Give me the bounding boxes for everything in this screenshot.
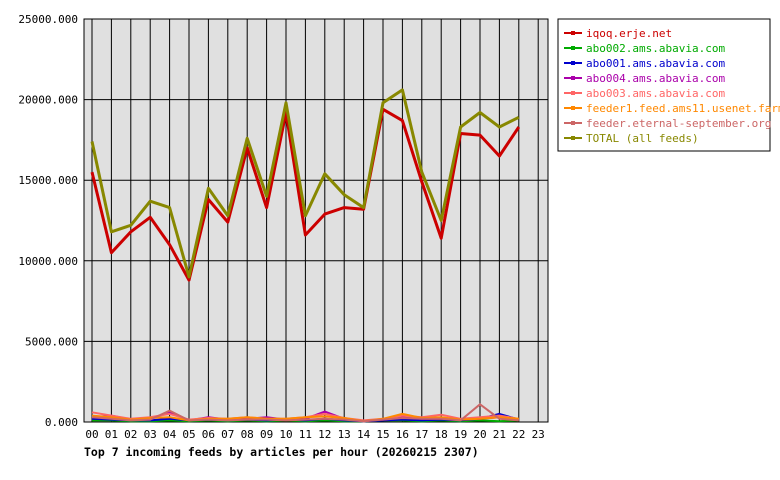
x-tick-label: 14 <box>357 428 371 441</box>
y-tick-label: 10000.000 <box>18 255 78 268</box>
legend-marker <box>571 61 575 65</box>
x-tick-label: 20 <box>473 428 486 441</box>
x-tick-label: 07 <box>221 428 234 441</box>
x-tick-label: 23 <box>532 428 545 441</box>
x-tick-label: 13 <box>338 428 351 441</box>
legend-label: abo004.ams.abavia.com <box>586 72 725 85</box>
legend-label: feeder1.feed.ams11.usenet.farm <box>586 102 780 115</box>
x-tick-label: 05 <box>182 428 195 441</box>
series-line-7 <box>90 88 520 279</box>
x-tick-label: 02 <box>124 428 137 441</box>
legend-marker <box>571 76 575 80</box>
x-tick-label: 10 <box>279 428 292 441</box>
y-tick-label: 15000.000 <box>18 174 78 187</box>
y-axis-ticks: 0.000 5000.000 10000.000 15000.000 20000.000… <box>18 13 78 429</box>
plot-area <box>83 18 549 423</box>
legend-label: TOTAL (all feeds) <box>586 132 699 145</box>
x-tick-label: 17 <box>415 428 428 441</box>
x-tick-label: 03 <box>144 428 157 441</box>
legend-marker <box>571 121 575 125</box>
y-tick-label: 0.000 <box>45 416 78 429</box>
x-tick-label: 00 <box>85 428 98 441</box>
x-tick-label: 11 <box>299 428 312 441</box>
legend: iqoq.erje.net abo002.ams.abavia.com abo001… <box>557 18 780 152</box>
legend-label: feeder.eternal-september.org <box>586 117 771 130</box>
y-tick-label: 20000.000 <box>18 94 78 107</box>
x-tick-label: 08 <box>241 428 254 441</box>
x-tick-label: 22 <box>512 428 525 441</box>
series-lines <box>90 88 521 423</box>
series-line-6 <box>91 403 519 423</box>
legend-label: abo003.ams.abavia.com <box>586 87 725 100</box>
chart-title: Top 7 incoming feeds by articles per hou… <box>84 445 479 459</box>
x-tick-label: 06 <box>202 428 215 441</box>
x-tick-label: 21 <box>493 428 506 441</box>
legend-label: abo002.ams.abavia.com <box>586 42 725 55</box>
legend-box <box>557 18 771 152</box>
x-tick-label: 18 <box>435 428 448 441</box>
x-tick-label: 12 <box>318 428 331 441</box>
legend-marker <box>571 136 575 140</box>
series-line-5 <box>91 412 519 423</box>
x-tick-label: 01 <box>105 428 118 441</box>
legend-marker <box>571 46 575 50</box>
x-tick-label: 19 <box>454 428 467 441</box>
x-tick-label: 04 <box>163 428 177 441</box>
x-axis-ticks: 00 01 02 03 04 05 06 07 08 09 10 11 12 13 14 15 16 17 18 19… <box>85 428 544 441</box>
legend-items: iqoq.erje.net abo002.ams.abavia.com abo001… <box>564 27 780 145</box>
x-tick-label: 09 <box>260 428 273 441</box>
legend-marker <box>571 91 575 95</box>
legend-marker <box>571 106 575 110</box>
legend-label: iqoq.erje.net <box>586 27 672 40</box>
y-tick-label: 5000.000 <box>25 335 78 348</box>
series-line-0 <box>90 107 521 282</box>
x-tick-label: 16 <box>396 428 409 441</box>
x-tick-label: 15 <box>376 428 389 441</box>
legend-marker <box>571 31 575 35</box>
y-tick-label: 25000.000 <box>18 13 78 26</box>
legend-label: abo001.ams.abavia.com <box>586 57 725 70</box>
